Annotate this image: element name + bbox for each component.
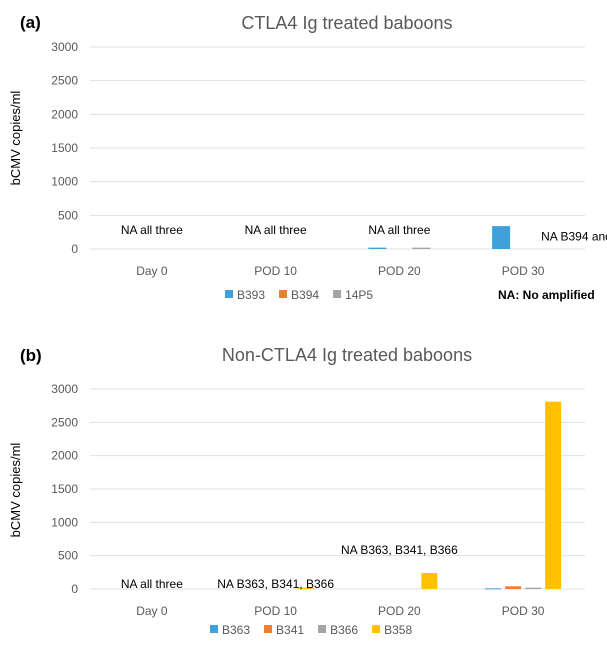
- x-tick-label: Day 0: [136, 604, 168, 618]
- x-tick-label: POD 30: [502, 604, 545, 618]
- chart-title-a: CTLA4 Ig treated baboons: [241, 13, 452, 33]
- panel-label-b: (b): [20, 346, 42, 365]
- y-tick-label: 1500: [51, 482, 78, 496]
- panel-b: (b) Non-CTLA4 Ig treated baboons bCMV co…: [8, 345, 585, 637]
- legend-swatch: [372, 625, 381, 633]
- bar-b363-pod-30: [485, 588, 502, 590]
- legend-label: B366: [330, 623, 358, 637]
- y-tick-label: 3000: [51, 40, 78, 54]
- bar-b358-pod-30: [545, 401, 562, 589]
- x-tick-label: POD 10: [254, 604, 297, 618]
- y-tick-label: 1000: [51, 175, 78, 189]
- y-tick-label: 500: [58, 549, 78, 563]
- x-tick-label: POD 10: [254, 264, 297, 278]
- panel-label-a: (a): [20, 13, 41, 32]
- y-tick-label: 2500: [51, 415, 78, 429]
- annotation: NA all three: [121, 223, 183, 237]
- x-tick-label: POD 20: [378, 264, 421, 278]
- legend-label: 14P5: [345, 288, 373, 302]
- chart-title-b: Non-CTLA4 Ig treated baboons: [222, 345, 472, 365]
- y-axis-label-b: bCMV copies/ml: [8, 443, 23, 538]
- x-tick-label: Day 0: [136, 264, 168, 278]
- legend-label: B358: [384, 623, 412, 637]
- annotation: NA all three: [245, 223, 307, 237]
- y-tick-label: 2000: [51, 107, 78, 121]
- x-tick-label: POD 30: [502, 264, 545, 278]
- bar-b393-pod-30: [492, 226, 511, 249]
- annotation: NA all three: [368, 223, 430, 237]
- bar-b341-pod-30: [505, 586, 522, 589]
- y-tick-label: 0: [71, 582, 78, 596]
- x-tick-label: POD 20: [378, 604, 421, 618]
- panel-a: (a) CTLA4 Ig treated baboons bCMV copies…: [8, 13, 607, 302]
- annotation: NA B394 and 14P5: [541, 230, 607, 244]
- legend-label: B394: [291, 288, 319, 302]
- y-tick-label: 2000: [51, 449, 78, 463]
- y-tick-label: 3000: [51, 382, 78, 396]
- bar-14p5-pod-20: [412, 247, 431, 249]
- y-tick-label: 0: [71, 242, 78, 256]
- legend-swatch: [225, 290, 233, 298]
- na-note: NA: No amplified: [498, 288, 595, 302]
- legend-swatch: [210, 625, 218, 633]
- y-axis-label-a: bCMV copies/ml: [8, 91, 23, 186]
- y-tick-label: 2500: [51, 74, 78, 88]
- annotation: NA B363, B341, B366: [341, 543, 458, 557]
- legend-swatch: [279, 290, 288, 298]
- bar-b366-pod-30: [525, 587, 542, 589]
- legend-label: B393: [237, 288, 265, 302]
- legend-label: B341: [276, 623, 304, 637]
- annotation: NA B363, B341, B366: [217, 577, 334, 591]
- annotation: NA all three: [121, 577, 183, 591]
- legend-swatch: [318, 625, 327, 633]
- bar-b358-pod-10: [297, 587, 314, 589]
- bar-b393-pod-20: [368, 247, 387, 249]
- legend-swatch: [333, 290, 342, 298]
- bar-b358-pod-20: [421, 573, 438, 589]
- y-tick-label: 1000: [51, 515, 78, 529]
- legend-label: B363: [222, 623, 250, 637]
- legend-swatch: [264, 625, 273, 633]
- y-tick-label: 500: [58, 208, 78, 222]
- y-tick-label: 1500: [51, 141, 78, 155]
